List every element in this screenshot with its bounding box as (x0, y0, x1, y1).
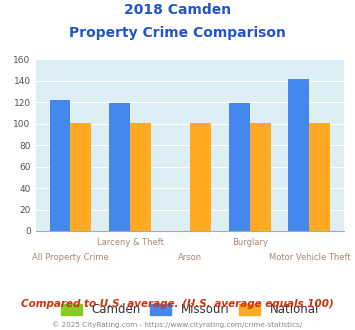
Bar (70, 123, 91, 231)
Bar (310, 123, 330, 231)
Text: All Property Crime: All Property Crime (32, 253, 109, 262)
Bar (250, 123, 271, 231)
Text: © 2025 CityRating.com - https://www.cityrating.com/crime-statistics/: © 2025 CityRating.com - https://www.city… (53, 322, 302, 328)
Bar (289, 79, 310, 231)
Text: Compared to U.S. average. (U.S. average equals 100): Compared to U.S. average. (U.S. average … (21, 299, 334, 309)
Legend: Camden, Missouri, National: Camden, Missouri, National (56, 299, 324, 321)
Text: Property Crime Comparison: Property Crime Comparison (69, 26, 286, 40)
Text: Motor Vehicle Theft: Motor Vehicle Theft (269, 253, 350, 262)
Text: Arson: Arson (178, 253, 202, 262)
Text: Burglary: Burglary (232, 238, 268, 247)
Bar (229, 103, 250, 231)
Text: 2018 Camden: 2018 Camden (124, 3, 231, 17)
Bar (130, 123, 151, 231)
Bar (109, 103, 130, 231)
Text: Larceny & Theft: Larceny & Theft (97, 238, 164, 247)
Bar (50, 100, 70, 231)
Bar (190, 123, 211, 231)
